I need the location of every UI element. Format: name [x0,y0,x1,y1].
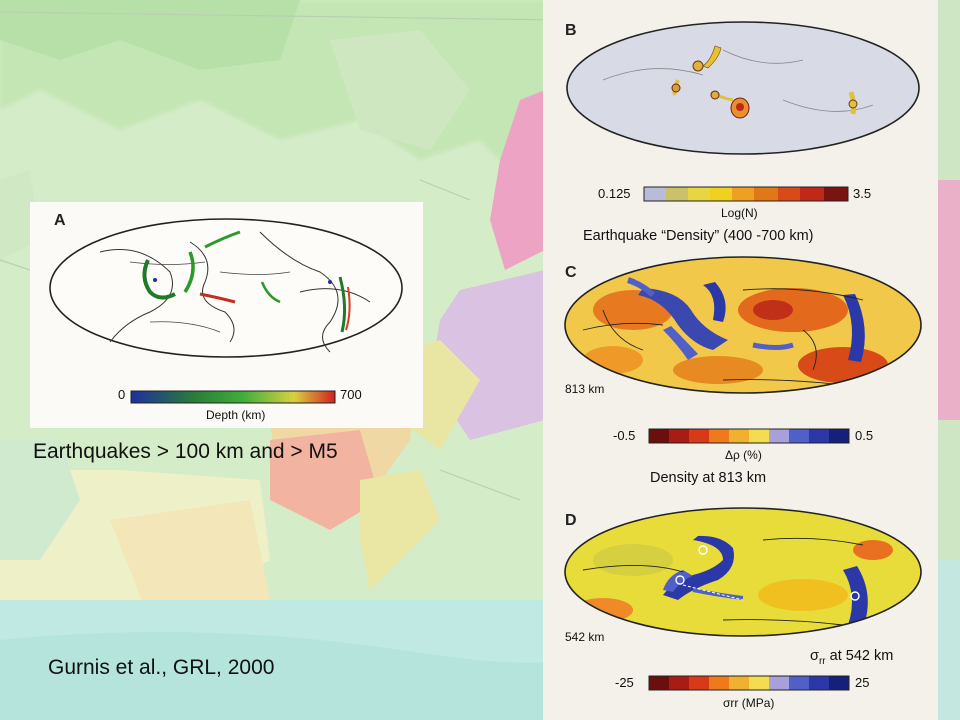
panel-d-caption: σrr at 542 km [810,648,893,667]
panel-c-caption: Density at 813 km [650,470,767,486]
depth-color-scale [130,390,336,404]
panel-a-earthquake-map: A 0 700 Depth (km) [30,202,423,428]
panel-d-stress-map [564,507,922,637]
citation: Gurnis et al., GRL, 2000 [48,656,275,679]
depth-scale-unit: Depth (km) [206,408,266,422]
panel-d-depth: 542 km [565,630,605,644]
panel-c-depth: 813 km [565,382,605,396]
panel-label: A [54,212,66,229]
log-scale-max: 3.5 [853,186,872,201]
log-color-scale [643,186,849,202]
panel-c-density-map [564,256,922,394]
stress-color-scale [648,675,850,691]
panel-c-label: C [565,264,577,281]
log-scale-unit: Log(N) [721,206,758,220]
panel-b-label: B [565,22,577,39]
panel-d-caption-text: at 542 km [829,648,894,664]
stress-scale-unit: σrr (MPa) [723,696,775,710]
sigma-subscript: rr [818,655,826,667]
density-scale-max: 0.5 [855,428,874,443]
depth-scale-min: 0 [118,387,126,402]
panel-a-caption: Earthquakes > 100 km and > M5 [33,440,338,463]
stress-scale-min: -25 [615,675,634,690]
right-figure-panels: B 0.125 3.5 Log(N) C [543,0,938,720]
density-color-scale [648,428,850,444]
world-map-ellipse [49,218,403,358]
log-scale-min: 0.125 [598,186,631,201]
stress-scale-max: 25 [855,675,870,690]
panel-b-density-map [566,21,920,155]
panel-d-label: D [565,512,577,529]
panel-b-caption: Earthquake “Density” (400 -700 km) [583,228,814,244]
density-scale-unit: Δρ (%) [725,448,762,462]
sigma-symbol: σ [810,648,819,664]
depth-scale-max: 700 [340,387,362,402]
density-scale-min: -0.5 [613,428,636,443]
